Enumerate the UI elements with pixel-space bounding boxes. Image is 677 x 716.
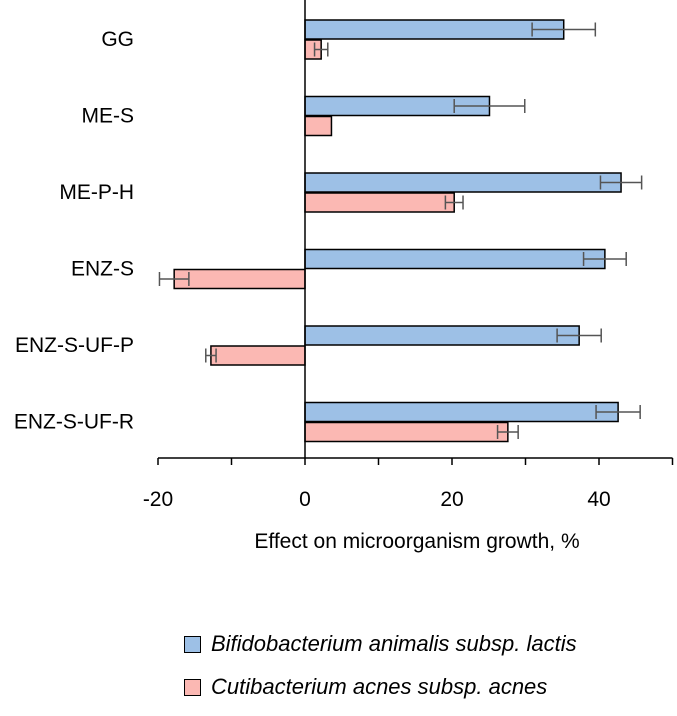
x-tick-label: 0 bbox=[299, 488, 311, 511]
legend-item-series-1: Bifidobacterium animalis subsp. lactis bbox=[184, 630, 664, 658]
bar bbox=[304, 421, 509, 443]
category-label: GG bbox=[101, 28, 134, 51]
category-label: ENZ-S-UF-P bbox=[15, 334, 134, 357]
bar bbox=[304, 248, 606, 270]
axes-layer: -20 0 20 40 bbox=[143, 0, 674, 511]
x-tick-label: 20 bbox=[440, 488, 463, 511]
category-labels: GG ME-S ME-P-H ENZ-S ENZ-S-UF-P ENZ-S-UF-R bbox=[14, 28, 134, 434]
bars-layer bbox=[158, 19, 643, 443]
legend-swatch-series-2 bbox=[184, 678, 201, 696]
bar bbox=[173, 268, 306, 290]
category-label: ME-P-H bbox=[59, 181, 134, 204]
bar bbox=[304, 172, 622, 193]
bar bbox=[304, 192, 455, 213]
bar bbox=[304, 401, 619, 423]
category-label: ME-S bbox=[82, 105, 135, 128]
bar-chart: GG ME-S ME-P-H ENZ-S ENZ-S-UF-P ENZ-S-UF-R -2… bbox=[14, 0, 674, 553]
x-tick-label: 40 bbox=[587, 488, 610, 511]
x-tick-label: -20 bbox=[143, 488, 173, 511]
category-label: ENZ-S-UF-R bbox=[14, 411, 134, 434]
legend: Bifidobacterium animalis subsp. lactis C… bbox=[184, 630, 664, 716]
legend-item-series-2: Cutibacterium acnes subsp. acnes bbox=[184, 673, 664, 701]
legend-label-series-2: Cutibacterium acnes subsp. acnes bbox=[211, 674, 548, 699]
bar bbox=[304, 19, 565, 40]
bar bbox=[304, 325, 580, 346]
x-axis-label: Effect on microorganism growth, % bbox=[254, 530, 579, 553]
legend-label-series-1: Bifidobacterium animalis subsp. lactis bbox=[211, 631, 577, 656]
category-label: ENZ-S bbox=[71, 258, 134, 281]
bar bbox=[304, 115, 333, 137]
legend-swatch-series-1 bbox=[184, 635, 201, 653]
bar bbox=[210, 345, 306, 366]
